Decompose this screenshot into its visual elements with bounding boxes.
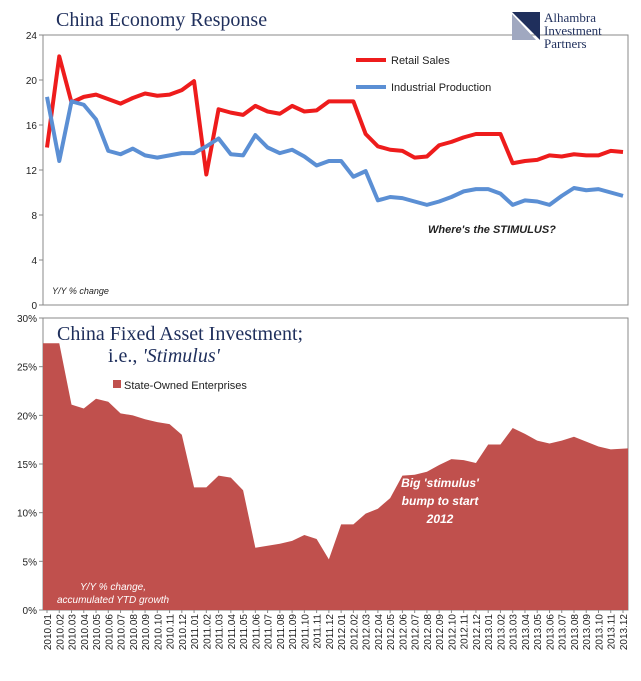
legend-label: State-Owned Enterprises — [124, 380, 247, 392]
x-tick-label: 2013.02 — [496, 614, 507, 651]
legend-swatch — [113, 380, 121, 388]
x-tick-label: 2013.06 — [545, 614, 556, 651]
x-tick-label: 2010.03 — [68, 614, 79, 651]
logo-text: Partners — [544, 36, 587, 51]
legend-label: Industrial Production — [391, 82, 491, 94]
series-area — [43, 343, 628, 610]
logo-text: Investment — [544, 23, 602, 38]
y-tick-label: 5% — [23, 557, 38, 568]
x-tick-label: 2011.03 — [215, 614, 226, 650]
x-tick-label: 2012.01 — [337, 614, 348, 651]
x-tick-label: 2011.07 — [264, 614, 275, 650]
x-tick-label: 2012.08 — [423, 614, 434, 651]
y-tick-label: 16 — [26, 121, 38, 132]
x-tick-label: 2012.12 — [472, 614, 483, 651]
annotation: 2012 — [426, 512, 454, 526]
x-tick-label: 2011.06 — [251, 614, 262, 650]
y-tick-label: 10% — [17, 509, 37, 520]
annotation: bump to start — [402, 494, 480, 508]
logo: Alhambra Investment Partners — [512, 10, 602, 51]
x-tick-label: 2010.01 — [43, 614, 54, 651]
chart-title: China Economy Response — [56, 9, 267, 31]
x-tick-label: 2013.11 — [607, 614, 618, 650]
x-tick-label: 2012.07 — [411, 614, 422, 651]
y-tick-label: 0 — [31, 301, 37, 312]
x-tick-label: 2012.05 — [386, 614, 397, 651]
annotation: Where's the STIMULUS? — [428, 224, 556, 236]
y-tick-label: 20 — [26, 76, 38, 87]
subtitle-emphasis: 'Stimulus' — [142, 345, 220, 367]
x-tick-label: 2013.05 — [533, 614, 544, 651]
x-tick-label: 2010.09 — [141, 614, 152, 651]
x-tick-label: 2013.09 — [582, 614, 593, 651]
x-tick-label: 2010.08 — [129, 614, 140, 651]
x-tick-label: 2012.10 — [447, 614, 458, 651]
subtitle-text: i.e., — [108, 345, 137, 367]
y-tick-label: 25% — [17, 363, 37, 374]
y-tick-label: 24 — [26, 31, 38, 42]
y-tick-label: 8 — [31, 211, 37, 222]
series-line — [45, 96, 624, 207]
x-tick-label: 2011.04 — [227, 614, 238, 650]
x-tick-label: 2013.10 — [594, 614, 605, 651]
y-tick-label: 15% — [17, 460, 37, 471]
axis-note: Y/Y % change, — [80, 582, 146, 593]
x-tick-label: 2011.10 — [300, 614, 311, 650]
y-tick-label: 12 — [26, 166, 38, 177]
x-tick-label: 2012.02 — [349, 614, 360, 651]
axis-note: Y/Y % change — [52, 286, 109, 296]
legend-label: Retail Sales — [391, 55, 450, 67]
x-tick-label: 2012.04 — [374, 614, 385, 651]
x-tick-label: 2010.10 — [153, 614, 164, 651]
x-tick-label: 2013.12 — [619, 614, 630, 651]
x-tick-label: 2013.07 — [558, 614, 569, 651]
x-tick-label: 2011.02 — [202, 614, 213, 650]
y-tick-label: 30% — [17, 314, 37, 325]
x-tick-label: 2011.12 — [325, 614, 336, 650]
x-tick-label: 2010.06 — [104, 614, 115, 651]
x-tick-label: 2010.07 — [117, 614, 128, 651]
x-tick-label: 2013.01 — [484, 614, 495, 651]
x-tick-label: 2013.03 — [509, 614, 520, 651]
x-tick-label: 2011.01 — [190, 614, 201, 650]
x-tick-label: 2011.05 — [239, 614, 250, 650]
logo-mark — [512, 12, 540, 40]
series-line — [45, 54, 624, 177]
annotation: Big 'stimulus' — [401, 476, 480, 490]
x-tick-label: 2012.06 — [398, 614, 409, 651]
x-tick-label: 2012.03 — [362, 614, 373, 651]
x-tick-label: 2011.09 — [288, 614, 299, 650]
x-tick-label: 2010.05 — [92, 614, 103, 651]
y-tick-label: 4 — [31, 256, 37, 267]
x-tick-label: 2011.11 — [313, 614, 324, 649]
axis-note: accumulated YTD growth — [57, 595, 170, 606]
chart-title: China Fixed Asset Investment; — [57, 323, 303, 345]
x-tick-label: 2012.11 — [460, 614, 471, 650]
chart-subtitle: i.e., 'Stimulus' — [108, 345, 221, 367]
x-tick-label: 2010.11 — [166, 614, 177, 650]
y-tick-label: 20% — [17, 411, 37, 422]
x-tick-label: 2010.02 — [55, 614, 66, 651]
y-tick-label: 0% — [23, 606, 38, 617]
x-tick-label: 2011.08 — [276, 614, 287, 650]
x-tick-label: 2013.08 — [570, 614, 581, 651]
x-tick-label: 2013.04 — [521, 614, 532, 651]
x-tick-label: 2010.04 — [80, 614, 91, 651]
x-tick-label: 2012.09 — [435, 614, 446, 651]
logo-text: Alhambra — [544, 10, 596, 25]
x-tick-label: 2010.12 — [178, 614, 189, 651]
logo-mark — [512, 14, 536, 40]
